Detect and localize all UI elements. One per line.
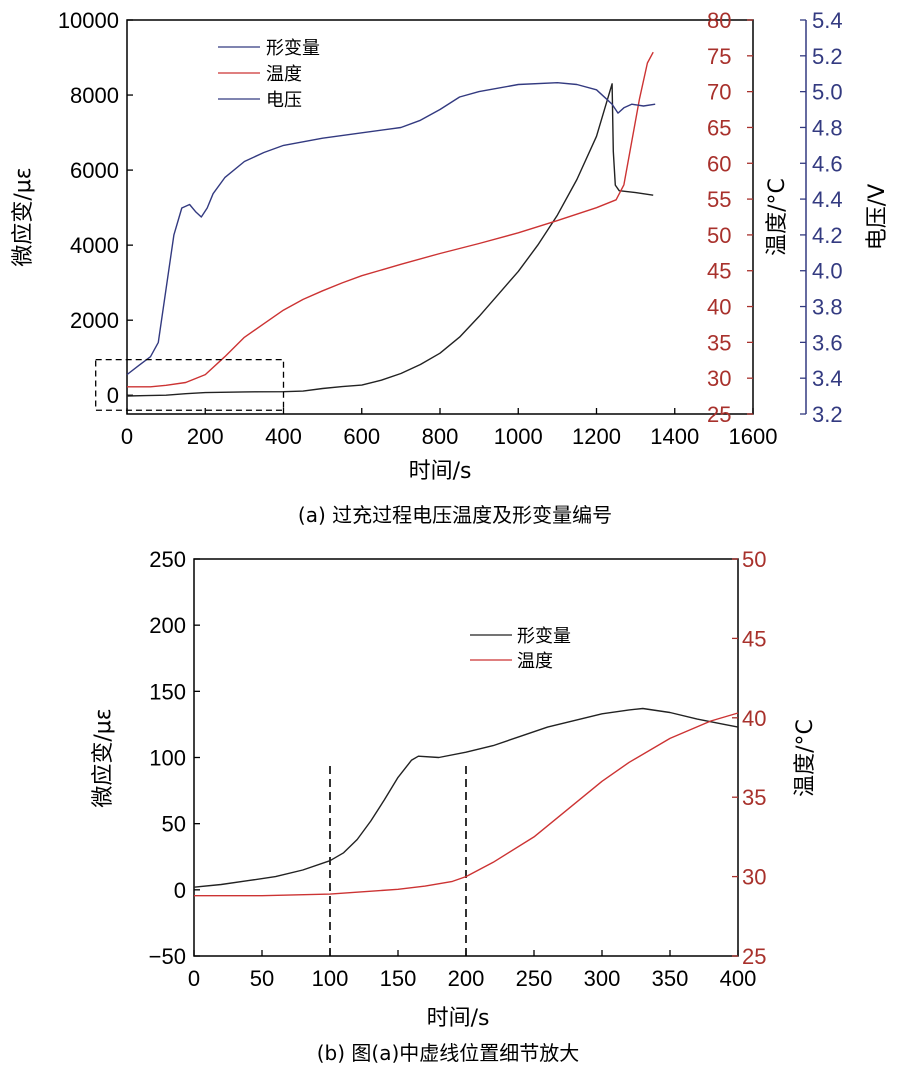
b-temp-tick-label: 50 bbox=[742, 547, 766, 572]
b-ytick-label: 50 bbox=[162, 812, 186, 837]
y-axis-label-strain-b: 微应变/με bbox=[91, 708, 116, 807]
a-xtick-label: 1400 bbox=[650, 424, 699, 449]
a-volt-tick-label: 4.8 bbox=[812, 115, 843, 140]
a-temp-tick-label: 50 bbox=[707, 223, 731, 248]
a-xtick-label: 600 bbox=[343, 424, 380, 449]
b-xtick-label: 0 bbox=[188, 966, 200, 991]
a-ytick-label: 6000 bbox=[70, 158, 119, 183]
a-temp-tick-label: 75 bbox=[707, 44, 731, 69]
a-xtick-label: 1600 bbox=[729, 424, 778, 449]
y-axis-label-strain-a: 微应变/με bbox=[11, 167, 36, 266]
a-temp-tick-label: 60 bbox=[707, 151, 731, 176]
a-xtick-label: 400 bbox=[265, 424, 302, 449]
a-xtick-label: 200 bbox=[187, 424, 224, 449]
inset-region-box bbox=[95, 358, 285, 411]
b-temp-tick-label: 25 bbox=[742, 944, 766, 969]
a-temp-tick-label: 35 bbox=[707, 330, 731, 355]
b-series-strain bbox=[193, 707, 739, 888]
b-ytick-label: 250 bbox=[149, 547, 186, 572]
a-series-temp bbox=[127, 51, 654, 388]
a-ytick-label: 4000 bbox=[70, 233, 119, 258]
b-ytick-label: 100 bbox=[149, 746, 186, 771]
b-xtick-label: 300 bbox=[584, 966, 621, 991]
b-temp-tick-label: 40 bbox=[742, 706, 766, 731]
a-temp-tick-label: 65 bbox=[707, 115, 731, 140]
a-volt-tick-label: 5.2 bbox=[812, 44, 843, 69]
b-xtick-label: 250 bbox=[516, 966, 553, 991]
a-xtick-label: 1200 bbox=[572, 424, 621, 449]
a-ytick-label: 2000 bbox=[70, 308, 119, 333]
x-axis-label-a: 时间/s bbox=[409, 459, 472, 484]
a-temp-tick-label: 30 bbox=[707, 366, 731, 391]
b-ytick-label: −50 bbox=[149, 944, 186, 969]
series-b bbox=[193, 707, 739, 956]
ticks-b: 0 50 100 150 200 250 300 350 400−500501001502002… bbox=[149, 547, 767, 991]
b-ytick-label: 150 bbox=[149, 679, 186, 704]
caption-b: (b) 图(a)中虚线位置细节放大 bbox=[317, 1041, 580, 1065]
a-volt-tick-label: 3.6 bbox=[812, 330, 843, 355]
y-axis-label-temp-b: 温度/°C bbox=[793, 719, 818, 797]
b-xtick-label: 200 bbox=[448, 966, 485, 991]
a-volt-tick-label: 4.2 bbox=[812, 223, 843, 248]
a-xtick-label: 0 bbox=[121, 424, 133, 449]
legend-label-b-0: 形变量 bbox=[517, 626, 571, 647]
b-temp-tick-label: 30 bbox=[742, 865, 766, 890]
a-xtick-label: 1000 bbox=[494, 424, 543, 449]
a-temp-tick-label: 45 bbox=[707, 259, 731, 284]
a-volt-tick-label: 5.0 bbox=[812, 80, 843, 105]
a-volt-tick-label: 4.0 bbox=[812, 259, 843, 284]
b-xtick-label: 400 bbox=[720, 966, 757, 991]
a-volt-tick-label: 3.8 bbox=[812, 295, 843, 320]
b-xtick-label: 100 bbox=[312, 966, 349, 991]
a-volt-tick-label: 4.4 bbox=[812, 187, 843, 212]
panel-a: 0 200 400 600 800 1000 1200 1400 1600 0 2000 4000 60… bbox=[11, 8, 890, 527]
a-volt-tick-label: 4.6 bbox=[812, 151, 843, 176]
a-xtick-label: 800 bbox=[422, 424, 459, 449]
legend-b: 形变量 温度 bbox=[470, 626, 571, 672]
b-temp-tick-label: 45 bbox=[742, 626, 766, 651]
b-temp-tick-label: 35 bbox=[742, 785, 766, 810]
a-temp-tick-label: 70 bbox=[707, 80, 731, 105]
legend-label-a-1: 温度 bbox=[266, 64, 302, 85]
a-volt-tick-label: 3.4 bbox=[812, 366, 843, 391]
a-ytick-label: 8000 bbox=[70, 83, 119, 108]
a-volt-tick-label: 3.2 bbox=[812, 402, 843, 427]
b-series-temp bbox=[194, 712, 739, 897]
b-ytick-label: 0 bbox=[174, 878, 186, 903]
a-temp-tick-label: 40 bbox=[707, 295, 731, 320]
legend-label-a-2: 电压 bbox=[266, 90, 302, 111]
a-series-volt bbox=[126, 82, 656, 376]
y-axis-label-voltage-a: 电压/V bbox=[865, 184, 890, 250]
a-ytick-label: 10000 bbox=[58, 8, 119, 33]
legend-a: 形变量 温度 电压 bbox=[218, 38, 320, 111]
b-xtick-label: 50 bbox=[250, 966, 274, 991]
legend-label-b-1: 温度 bbox=[517, 651, 553, 672]
a-temp-tick-label: 25 bbox=[707, 402, 731, 427]
plot-frame-a bbox=[126, 19, 754, 415]
b-xtick-label: 150 bbox=[380, 966, 417, 991]
x-axis-label-b: 时间/s bbox=[427, 1006, 490, 1031]
b-ytick-label: 200 bbox=[149, 613, 186, 638]
a-series-strain bbox=[126, 83, 654, 397]
y-axis-label-temp-a: 温度/°C bbox=[765, 178, 790, 256]
a-volt-tick-label: 5.4 bbox=[812, 8, 843, 33]
legend-label-a-0: 形变量 bbox=[266, 38, 320, 59]
series-a bbox=[126, 51, 656, 397]
a-temp-tick-label: 80 bbox=[707, 8, 731, 33]
a-temp-tick-label: 55 bbox=[707, 187, 731, 212]
caption-a: (a) 过充过程电压温度及形变量编号 bbox=[298, 503, 612, 527]
ticks-a: 0 200 400 600 800 1000 1200 1400 1600 0 2000 4000 60… bbox=[58, 8, 843, 449]
panel-b: 0 50 100 150 200 250 300 350 400−500501001502002… bbox=[91, 547, 818, 1065]
b-xtick-label: 350 bbox=[652, 966, 689, 991]
a-ytick-label: 0 bbox=[107, 383, 119, 408]
